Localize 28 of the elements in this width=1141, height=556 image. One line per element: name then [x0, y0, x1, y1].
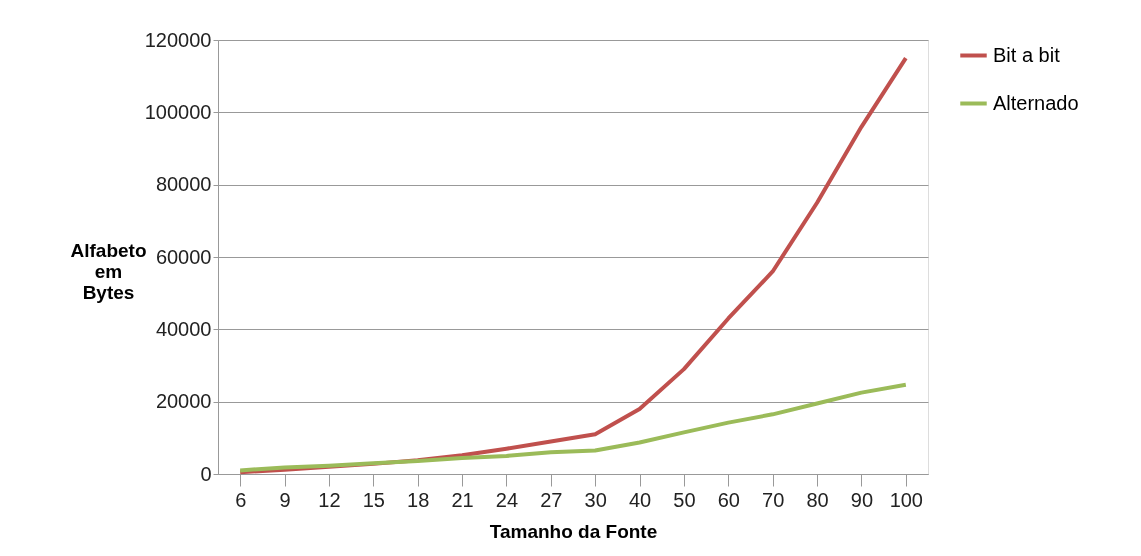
x-tick-label: 90 [850, 488, 874, 511]
x-tick-label: 80 [806, 488, 829, 511]
line-series [238, 382, 908, 473]
x-tick-label: 100 [889, 488, 923, 511]
y-axis-title: Alfabeto em Bytes [70, 239, 147, 303]
x-tick-label: 6 [235, 488, 247, 511]
x-tick-label: 9 [279, 488, 291, 511]
y-tick-label: 120000 [144, 28, 212, 51]
y-tick-label: 80000 [155, 173, 212, 196]
x-tick-label: 50 [673, 488, 696, 511]
legend-label: Alternado [993, 91, 1079, 114]
x-tick-label: 40 [628, 488, 652, 511]
x-tick-label: 15 [362, 488, 385, 511]
x-axis-title: Tamanho da Fonte [489, 520, 658, 542]
x-tick-label: 18 [407, 488, 430, 511]
x-tick-label: 70 [762, 488, 785, 511]
x-tick-label: 21 [451, 488, 474, 511]
x-tick-label: 60 [717, 488, 740, 511]
x-tick-label: 24 [495, 488, 519, 511]
y-tick-label: 40000 [155, 317, 212, 340]
y-tick-label: 60000 [155, 245, 212, 268]
x-tick-label: 30 [584, 488, 607, 511]
y-tick-label: 0 [200, 462, 212, 485]
x-tick-label: 27 [540, 488, 563, 511]
legend-label: Bit a bit [993, 43, 1061, 66]
y-tick-label: 100000 [144, 100, 212, 123]
x-tick-label: 12 [318, 488, 341, 511]
y-tick-label: 20000 [155, 390, 212, 413]
